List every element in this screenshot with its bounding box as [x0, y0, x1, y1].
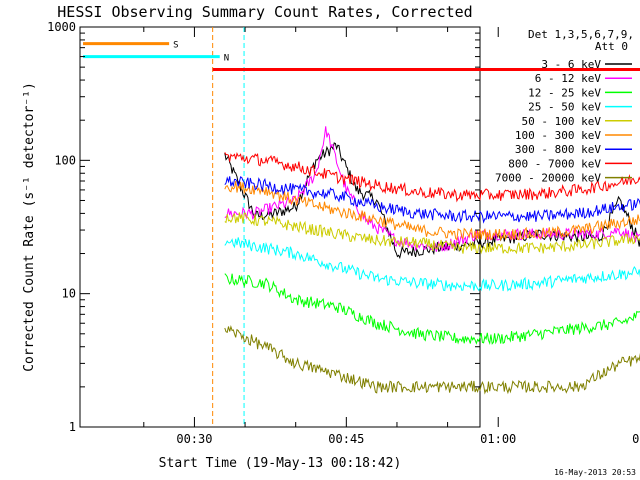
legend-label: 100 - 300 keV	[515, 129, 601, 142]
series-line-1	[224, 126, 640, 252]
legend-label: 800 - 7000 keV	[508, 157, 601, 170]
legend-header-line-1: Det 1,3,5,6,7,9,	[528, 28, 634, 41]
legend-label: 50 - 100 keV	[522, 115, 602, 128]
y-tick-label: 1000	[47, 20, 76, 34]
flag-bars: SNF	[83, 41, 640, 72]
x-axis-label: Start Time (19-May-13 00:18:42)	[159, 456, 402, 471]
y-axis-label: Corrected Count Rate (s⁻¹ detector⁻¹)	[22, 82, 37, 372]
x-tick-label: 01:15	[632, 432, 640, 446]
legend-label: 25 - 50 keV	[528, 101, 601, 114]
series-line-0	[224, 142, 640, 260]
legend-label: 3 - 6 keV	[541, 58, 601, 71]
series-line-4	[224, 212, 640, 255]
y-tick-label: 1	[69, 420, 76, 434]
x-tick-label: 00:30	[176, 432, 212, 446]
flag-label-s: S	[173, 41, 178, 51]
series-line-8	[224, 325, 640, 395]
series-line-3	[224, 237, 640, 292]
series-lines	[224, 126, 640, 395]
legend-label: 6 - 12 keV	[535, 72, 602, 85]
y-tick-label: 10	[62, 287, 76, 301]
y-tick-label: 100	[54, 153, 76, 167]
x-tick-label: 00:45	[328, 432, 364, 446]
legend-header-line-2: Att 0	[595, 40, 628, 53]
legend-label: 7000 - 20000 keV	[495, 172, 601, 185]
legend-label: 300 - 800 keV	[515, 143, 601, 156]
chart-title: HESSI Observing Summary Count Rates, Cor…	[57, 3, 472, 21]
legend-label: 12 - 25 keV	[528, 86, 601, 99]
series-line-2	[224, 273, 640, 346]
series-line-5	[224, 181, 640, 242]
x-tick-label: 01:00	[480, 432, 516, 446]
plot-frame	[79, 26, 481, 428]
flag-label-n: N	[224, 54, 229, 64]
series-line-6	[224, 176, 640, 224]
series-line-7	[224, 151, 640, 203]
y-axis-ticks: 1 10 100 1000	[47, 20, 480, 434]
footer-timestamp: 16-May-2013 20:53	[554, 468, 636, 477]
vertical-markers	[212, 27, 245, 427]
